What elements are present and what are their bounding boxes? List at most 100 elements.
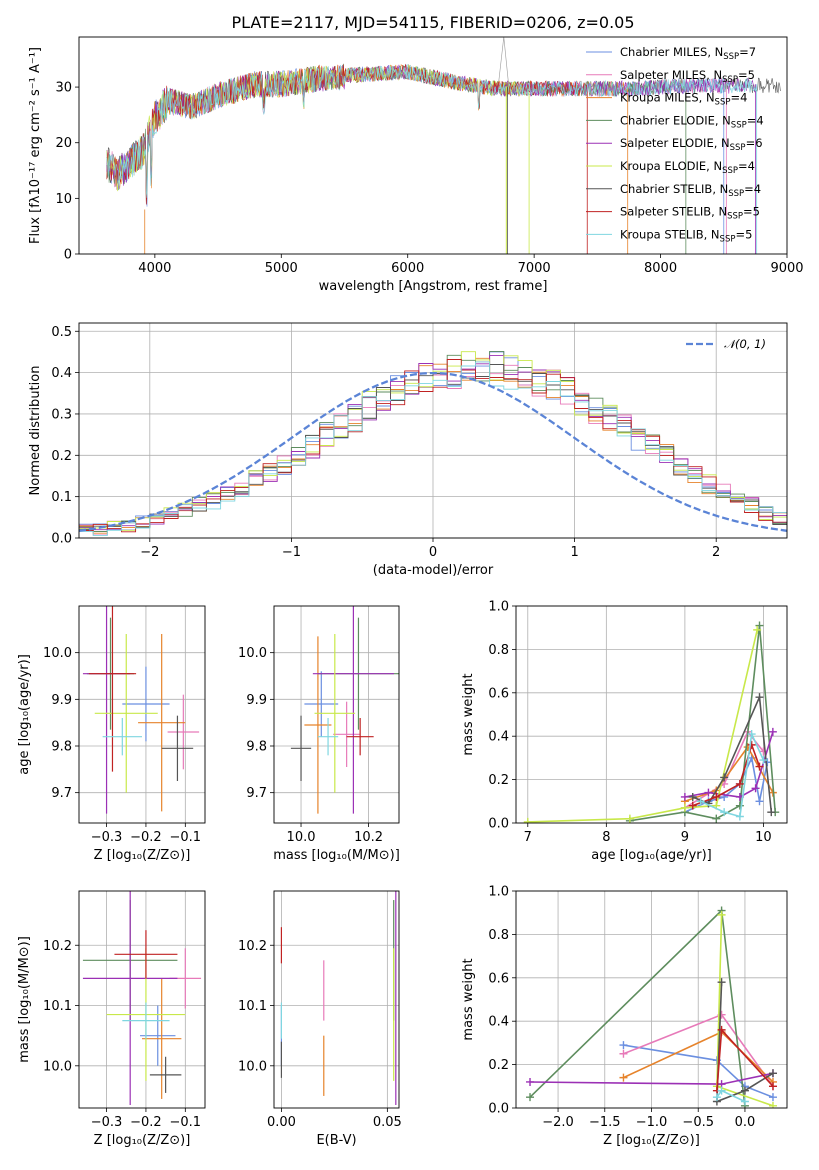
y-tick-label: 1.0 <box>488 885 509 900</box>
y-axis-label: mass [log₁₀(M/M⊙)] <box>17 936 32 1063</box>
histogram-step <box>79 359 787 533</box>
data-point-marker <box>717 1025 726 1034</box>
y-tick-label: 10.1 <box>43 999 72 1014</box>
data-point-marker <box>768 1101 777 1108</box>
axes-frame <box>78 605 206 824</box>
y-tick-label: 0.3 <box>51 407 72 422</box>
legend-entry: Salpeter STELIB, NSSP=5 <box>620 205 760 222</box>
y-tick-label: 10.0 <box>238 1059 267 1074</box>
legend-entry: Salpeter ELODIE, NSSP=6 <box>620 136 763 153</box>
y-tick-label: 9.8 <box>246 740 267 755</box>
x-tick-label: −0.1 <box>170 1115 202 1130</box>
legend-entry: 𝒩(0, 1) <box>724 337 766 351</box>
data-point-marker <box>717 910 726 919</box>
x-tick-label: 0 <box>429 545 437 560</box>
x-tick-label: 1 <box>570 545 578 560</box>
series-line <box>684 745 774 803</box>
panel-mass-vs-Z: −0.3 −0.2 −0.1 10.0 10.1 10.2 Z [log₁₀(Z/Z⊙)] m… <box>17 890 206 1148</box>
x-axis-label: Z [log₁₀(Z/Z⊙)] <box>94 1133 191 1148</box>
x-tick-label: −0.3 <box>91 830 123 845</box>
data-point-marker <box>768 1069 777 1078</box>
data-point-marker <box>747 740 756 749</box>
x-tick-label: 8000 <box>644 261 677 276</box>
y-tick-label: 0.6 <box>488 971 509 986</box>
data-point-marker <box>747 730 756 739</box>
data-point-marker <box>625 814 634 823</box>
data-point-marker <box>740 1097 749 1106</box>
x-tick-label: 0.05 <box>373 1115 402 1130</box>
axes-frame <box>273 890 400 1109</box>
x-tick-label: −1 <box>282 545 301 560</box>
legend-entry: Kroupa ELODIE, NSSP=4 <box>620 159 755 176</box>
y-tick-label: 0.8 <box>488 643 509 658</box>
x-tick-label: 10.2 <box>354 830 383 845</box>
plot-area <box>523 621 780 823</box>
data-point-marker <box>759 756 768 765</box>
data-point-marker <box>712 814 721 823</box>
data-point-marker <box>619 1073 628 1082</box>
axes-frame <box>515 605 788 824</box>
spectrum-spike <box>498 37 510 88</box>
plot-area <box>290 606 399 814</box>
x-axis-label: Z [log₁₀(Z/Z⊙)] <box>94 848 191 863</box>
data-point-marker <box>767 808 776 817</box>
legend-entry: Kroupa MILES, NSSP=4 <box>620 91 747 108</box>
y-tick-label: 0.5 <box>51 325 72 340</box>
panel-mass-vs-EBV: 0.00 0.05 10.0 10.1 10.2 E(B-V) <box>238 890 402 1148</box>
x-tick-label: −1.5 <box>589 1115 621 1130</box>
x-tick-label: −0.5 <box>682 1115 714 1130</box>
axes-frame <box>78 890 206 1109</box>
data-point-marker <box>735 779 744 788</box>
data-point-marker <box>768 727 777 736</box>
axes-frame <box>78 322 788 539</box>
y-tick-label: 0.0 <box>488 817 509 832</box>
x-axis-label: wavelength [Angstrom, rest frame] <box>319 279 548 294</box>
x-tick-label: −0.1 <box>170 830 202 845</box>
x-tick-label: −0.2 <box>130 830 162 845</box>
legend: 𝒩(0, 1) <box>686 337 766 351</box>
data-point-marker <box>688 792 697 801</box>
legend-entry: Chabrier MILES, NSSP=7 <box>620 45 756 62</box>
y-tick-label: 10 <box>55 192 72 207</box>
data-point-marker <box>680 792 689 801</box>
y-tick-label: 0.8 <box>488 928 509 943</box>
plot-area <box>82 606 200 814</box>
data-point-marker <box>712 1093 721 1102</box>
x-tick-label: 8 <box>602 830 610 845</box>
x-tick-label: 4000 <box>138 261 171 276</box>
y-tick-label: 0.6 <box>488 686 509 701</box>
y-tick-label: 9.8 <box>51 740 72 755</box>
data-point-marker <box>720 808 729 817</box>
y-tick-label: 0 <box>64 248 72 263</box>
histogram-step <box>79 364 787 531</box>
data-point-marker <box>755 693 764 702</box>
panel-age-vs-Z: −0.3 −0.2 −0.1 9.7 9.8 9.9 10.0 Z [log₁₀(Z/Z⊙)]… <box>17 605 206 863</box>
series-line <box>716 982 774 1103</box>
data-point-marker <box>755 797 764 806</box>
data-point-marker <box>755 762 764 771</box>
x-tick-label: 6000 <box>391 261 424 276</box>
data-point-marker <box>755 621 764 630</box>
data-point-marker <box>751 784 760 793</box>
legend: Chabrier MILES, NSSP=7 Salpeter MILES, NS… <box>586 45 764 244</box>
legend-entry: Chabrier ELODIE, NSSP=4 <box>620 113 764 130</box>
x-tick-label: −2.0 <box>542 1115 574 1130</box>
spectrum-line <box>106 64 756 199</box>
data-point-marker <box>696 797 705 806</box>
y-tick-label: 10.0 <box>43 1059 72 1074</box>
axes-frame <box>78 36 788 255</box>
spectrum-line <box>106 64 757 199</box>
data-point-marker <box>619 1041 628 1050</box>
data-point-marker <box>523 817 532 823</box>
x-tick-label: −0.3 <box>91 1115 123 1130</box>
y-tick-label: 20 <box>55 136 72 151</box>
legend-entry: Kroupa STELIB, NSSP=5 <box>620 227 752 244</box>
histogram-step <box>79 361 787 536</box>
x-tick-label: 0.00 <box>267 1115 296 1130</box>
y-tick-label: 10.0 <box>238 646 267 661</box>
panel-mass-weight-vs-age: 7 8 9 10 0.0 0.2 0.4 0.6 0.8 1.0 age [log₁₀(age/yr… <box>461 600 788 863</box>
y-tick-label: 0.2 <box>488 773 509 788</box>
x-tick-label: 10 <box>755 830 772 845</box>
y-axis-label: age [log₁₀(age/yr)] <box>17 654 32 775</box>
